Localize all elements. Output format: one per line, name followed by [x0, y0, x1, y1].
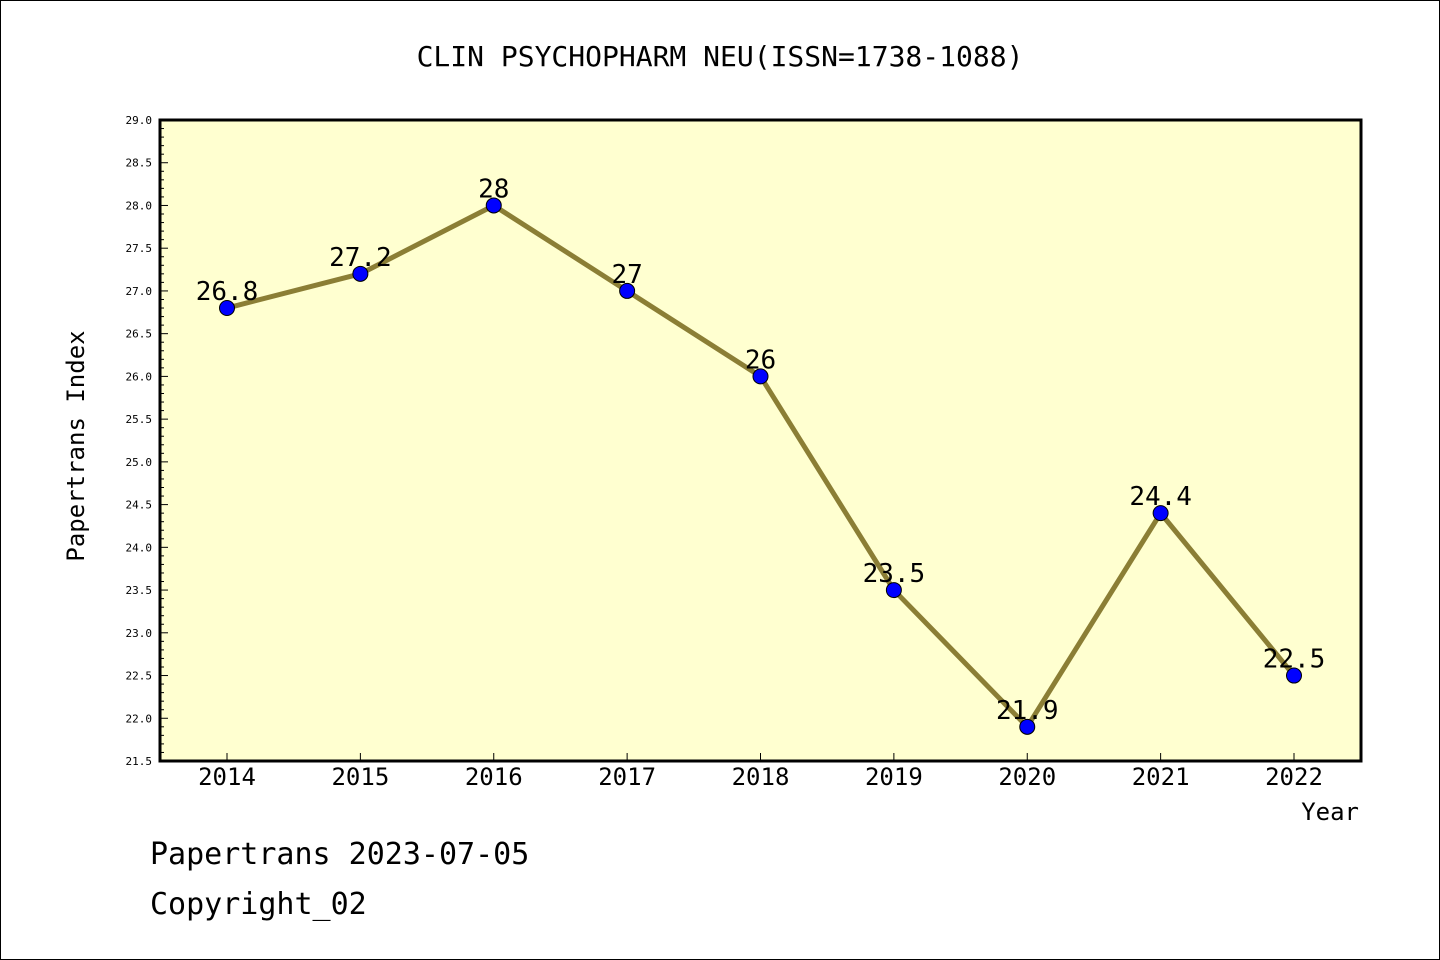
y-tick-label: 29.0 [126, 114, 153, 127]
x-tick-label: 2021 [1132, 763, 1190, 791]
data-label: 23.5 [863, 559, 926, 589]
data-point [1019, 718, 1036, 735]
data-label: 27.2 [329, 243, 392, 273]
x-tick-label: 2016 [465, 763, 523, 791]
x-tick-label: 2017 [598, 763, 656, 791]
x-tick-label: 2015 [331, 763, 389, 791]
footer-copyright: Copyright_02 [150, 887, 367, 922]
data-point [885, 582, 902, 599]
data-label: 27 [611, 260, 642, 290]
x-tick-label: 2020 [998, 763, 1056, 791]
data-label: 22.5 [1263, 645, 1326, 675]
y-tick-label: 24.0 [126, 541, 153, 554]
x-axis: 2014 2015 2016 2017 2018 2019 2020 2021 2022 [198, 753, 1323, 791]
y-tick-label: 21.5 [126, 755, 153, 768]
data-point [1152, 505, 1169, 522]
x-tick-label: 2019 [865, 763, 923, 791]
y-tick-label: 27.5 [126, 242, 153, 255]
data-point [1286, 667, 1302, 684]
data-point [219, 300, 235, 317]
y-tick-label: 25.0 [126, 456, 153, 469]
y-tick-label: 26.5 [126, 328, 153, 341]
data-point [752, 368, 769, 385]
plot-area [158, 118, 1363, 763]
y-tick-label: 24.5 [126, 499, 153, 512]
data-label: 21.9 [996, 696, 1059, 726]
data-label: 24.4 [1129, 482, 1192, 512]
data-point [352, 265, 369, 282]
y-tick-label: 23.0 [126, 627, 153, 640]
y-tick-label: 22.5 [126, 670, 153, 683]
y-tick-label: 26.0 [126, 370, 153, 383]
x-tick-label: 2022 [1265, 763, 1323, 791]
data-label: 26.8 [196, 277, 259, 307]
data-label: 28 [478, 174, 509, 204]
y-tick-label: 23.5 [126, 584, 153, 597]
x-axis-label: Year [1301, 798, 1359, 826]
x-tick-label: 2018 [732, 763, 790, 791]
series-group: 26.8 27.2 28 27 26 23.5 21.9 24.4 22.5 [196, 174, 1326, 735]
y-axis-label: Papertrans Index [62, 330, 90, 561]
y-tick-label: 25.5 [126, 413, 153, 426]
data-point [485, 197, 502, 214]
y-tick-label: 22.0 [126, 712, 153, 725]
y-tick-label: 28.0 [126, 199, 153, 212]
x-tick-label: 2014 [198, 763, 256, 791]
data-label: 26 [745, 345, 776, 375]
footer-date: Papertrans 2023-07-05 [150, 837, 529, 872]
data-point [619, 282, 636, 299]
y-axis: 21.5 22.0 22.5 23.0 23.5 24.0 24.5 25.0 25.5 26.0… [126, 114, 168, 768]
chart-title: CLIN PSYCHOPHARM NEU(ISSN=1738-1088) [417, 40, 1024, 73]
y-tick-label: 28.5 [126, 157, 153, 170]
y-tick-label: 27.0 [126, 285, 153, 298]
